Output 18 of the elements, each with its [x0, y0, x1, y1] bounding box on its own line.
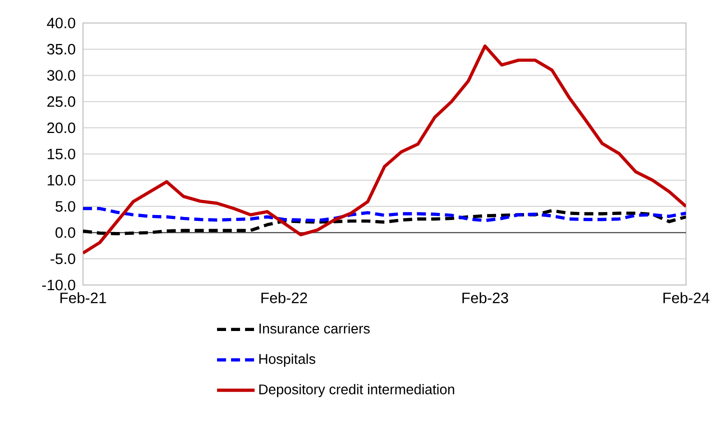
legend-label: Insurance carriers — [259, 323, 370, 334]
y-tick-label: 15.0 — [48, 148, 76, 160]
y-tick-label: 5.0 — [56, 201, 76, 212]
y-tick-label: 10.0 — [48, 174, 76, 186]
x-tick-label: Feb-22 — [261, 292, 308, 304]
y-tick-label: 40.0 — [46, 18, 76, 28]
y-tick-label: -5.0 — [50, 253, 76, 264]
x-tick-label: Feb-23 — [462, 292, 508, 304]
y-tick-label: 30.0 — [47, 70, 76, 81]
y-tick-label: -10.0 — [42, 280, 76, 290]
y-tick-label: 20.0 — [47, 122, 76, 134]
legend-label: Hospitals — [259, 354, 316, 367]
legend-label: Depository credit intermediation — [259, 384, 454, 398]
y-tick-label: 0.0 — [56, 227, 76, 238]
y-tick-label: 25.0 — [47, 96, 76, 107]
x-tick-label: Feb-24 — [663, 292, 710, 304]
x-tick-label: Feb-21 — [60, 292, 106, 304]
y-tick-label: 35.0 — [47, 44, 76, 55]
